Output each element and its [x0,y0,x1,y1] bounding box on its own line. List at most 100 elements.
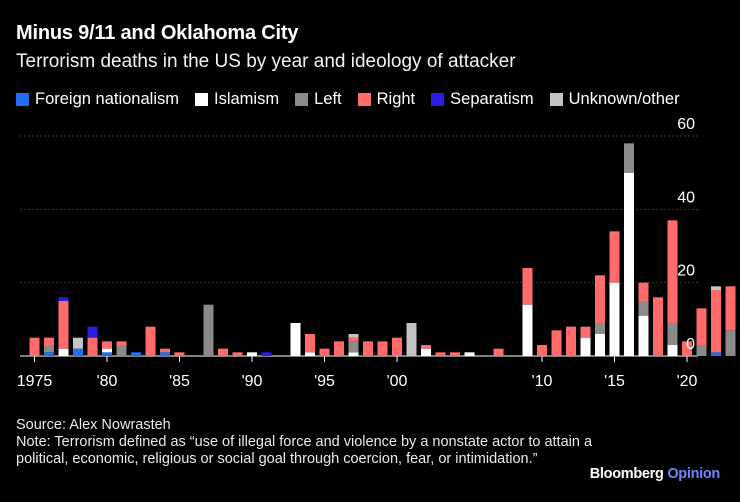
x-tick-label: 1975 [17,373,53,390]
legend-label-separatism: Separatism [450,90,534,108]
bar-segment-foreign-nationalism-1978 [73,348,83,356]
chart-subtitle: Terrorism deaths in the US by year and i… [16,51,516,72]
x-axis-ticks: 1975'80'85'90'95'00'10'15'202025 [17,356,698,390]
legend-label-right: Right [376,90,416,108]
legend-swatch-separatism [431,93,445,106]
bar-segment-foreign-nationalism-1976 [44,352,54,356]
bar-segment-right-1976 [44,337,54,345]
x-tick-label: '15 [604,373,625,390]
bar-segment-islamism-1990 [247,352,257,356]
chart-legend: Foreign nationalism Islamism Left Right … [16,90,696,109]
legend-label-islamism: Islamism [214,90,280,108]
bar-segment-islamism-1980 [102,348,112,353]
bar-segment-right-2012 [566,326,576,356]
bar-segment-right-2021 [696,308,707,345]
bar-segment-islamism-2002 [421,348,431,356]
brand-suffix: Opinion [667,466,720,482]
legend-item-foreign-nationalism: Foreign nationalism [16,90,179,109]
bar-segment-foreign-nationalism-1982 [131,352,141,356]
bar-segment-islamism-1977 [58,348,69,356]
bar-segment-unknown-2022 [711,286,721,290]
bar-segment-right-1997 [348,337,359,342]
bar-segment-left-1976 [44,345,54,353]
brand-name: Bloomberg [589,466,664,482]
bar-segment-separatism-1979 [87,326,98,338]
legend-swatch-right [357,93,371,106]
bar-segment-right-1988 [218,348,228,356]
bar-segment-right-2011 [551,330,562,356]
bar-segment-right-1994 [305,334,315,353]
y-tick-label: 60 [677,116,695,133]
bar-segment-islamism-2016 [624,172,634,356]
bar-segment-separatism-1977 [58,297,69,301]
bar-segment-left-2016 [624,143,634,173]
bar-segment-right-2015 [609,231,620,283]
bar-segment-left-1997 [348,341,359,353]
x-tick-label: '10 [532,373,553,390]
x-tick-label: '85 [169,373,190,390]
bar-segment-right-2003 [435,352,446,356]
bar-segment-unknown-1997 [348,334,359,338]
bar-segment-right-1983 [145,326,156,356]
bar-segment-right-1977 [58,301,69,349]
bar-segment-right-2009 [522,268,533,305]
legend-label-unknown-other: Unknown/other [568,90,680,108]
bar-segment-islamism-2019 [667,345,678,356]
legend-item-islamism: Islamism [195,90,279,109]
bar-segment-left-2019 [667,323,678,345]
bar-segment-left-2014 [595,323,605,334]
y-tick-label: 20 [677,263,695,280]
bar-segment-right-2022 [711,290,721,353]
bar-stacks [29,143,736,356]
bar-segment-islamism-2015 [609,282,620,356]
legend-label-left: Left [314,90,342,108]
legend-label-foreign-nationalism: Foreign nationalism [35,90,179,108]
bar-segment-unknown-1978 [73,337,83,349]
bar-segment-foreign-nationalism-1980 [102,352,112,356]
bar-segment-right-1999 [377,341,388,356]
bar-segment-islamism-2009 [522,304,533,356]
x-tick-label: '20 [677,373,698,390]
y-axis-ticks: 0 20 40 60 [677,116,695,353]
bar-segment-right-1980 [102,341,112,349]
bar-segment-right-2000 [392,337,402,356]
bar-segment-right-1975 [29,337,40,356]
bar-segment-right-2013 [580,326,591,338]
bar-segment-right-2002 [421,345,431,349]
bloomberg-opinion-logo: Bloomberg Opinion [589,466,721,482]
bar-segment-right-2004 [450,352,460,356]
bar-segment-islamism-2014 [595,334,605,356]
bar-segment-islamism-1993 [290,323,301,356]
legend-item-left: Left [295,90,342,109]
bar-segment-right-1985 [174,352,185,356]
x-tick-label: '95 [314,373,335,390]
y-tick-label: 40 [677,189,695,206]
legend-item-unknown-other: Unknown/other [549,90,680,109]
bar-segment-islamism-2017 [638,315,649,356]
bar-segment-islamism-2005 [464,352,475,356]
bar-segment-separatism-1991 [261,352,272,356]
bar-segment-right-2018 [653,297,663,356]
legend-swatch-left [295,93,309,106]
bar-segment-right-2019 [667,220,678,323]
bar-segment-left-2021 [696,345,707,356]
chart-footer: Source: Alex Nowrasteh Note: Terrorism d… [16,417,616,468]
bar-segment-right-2014 [595,275,605,323]
bar-segment-right-2020 [682,341,692,356]
bar-segment-right-1984 [160,348,170,353]
chart-title: Minus 9/11 and Oklahoma City [16,22,299,44]
bar-segment-right-2023 [725,286,736,331]
bar-segment-right-2010 [537,345,547,356]
definition-note: Note: Terrorism defined as “use of illeg… [16,434,593,467]
bar-segment-islamism-1997 [348,352,359,356]
legend-swatch-unknown-other [549,93,563,106]
bar-segment-right-2007 [493,348,504,356]
x-tick-label: '90 [242,373,263,390]
bar-segment-foreign-nationalism-2022 [711,352,721,356]
bar-segment-right-1996 [334,341,344,356]
bar-segment-right-2017 [638,282,649,301]
bar-segment-foreign-nationalism-1984 [160,352,170,356]
x-tick-label: '80 [97,373,118,390]
legend-swatch-islamism [195,93,208,106]
